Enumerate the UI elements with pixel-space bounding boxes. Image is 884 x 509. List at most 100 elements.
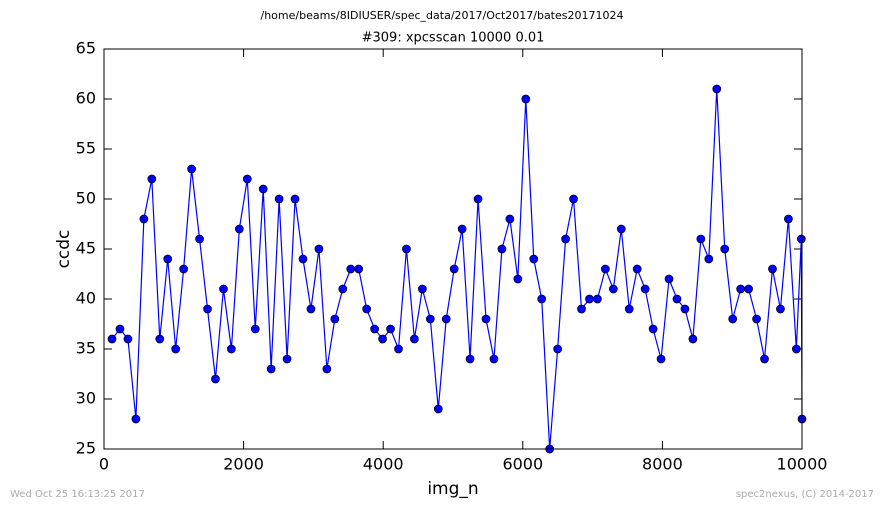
data-point	[776, 304, 785, 314]
data-point	[107, 334, 117, 344]
x-tick-label: 0	[99, 455, 109, 474]
data-point	[720, 244, 730, 254]
footer-left: Wed Oct 25 16:13:25 2017	[10, 489, 145, 500]
data-point	[744, 284, 753, 294]
data-point	[290, 194, 300, 204]
y-tick-label: 40	[76, 289, 96, 308]
data-point	[370, 324, 379, 334]
data-point	[608, 284, 618, 294]
data-point	[402, 244, 411, 254]
footer-right: spec2nexus, (C) 2014-2017	[736, 489, 874, 500]
data-point	[585, 294, 594, 304]
data-point	[298, 254, 308, 264]
data-point	[704, 254, 714, 264]
data-point	[497, 244, 507, 254]
data-point	[632, 264, 642, 274]
data-point	[425, 314, 435, 324]
x-tick-label: 6000	[502, 455, 543, 474]
x-tick-label: 10000	[777, 455, 828, 474]
data-point	[672, 294, 682, 304]
data-point	[394, 344, 403, 354]
x-tick-label: 8000	[642, 455, 683, 474]
data-point	[553, 344, 562, 354]
data-point	[648, 324, 658, 334]
data-point	[362, 304, 372, 314]
data-point	[123, 334, 133, 344]
data-point	[386, 324, 395, 334]
data-point	[784, 214, 793, 224]
data-point	[513, 274, 523, 284]
data-point	[752, 314, 761, 324]
data-point	[449, 264, 459, 274]
data-point	[791, 344, 801, 354]
y-tick-label: 60	[76, 89, 96, 108]
data-point	[139, 214, 149, 224]
data-point	[330, 314, 340, 324]
data-point	[529, 254, 539, 264]
data-point	[410, 334, 419, 344]
data-point	[227, 344, 236, 354]
data-point	[465, 354, 475, 364]
data-point	[760, 354, 769, 364]
data-point	[195, 234, 204, 244]
data-point	[250, 324, 260, 334]
data-point	[203, 304, 212, 314]
data-point	[473, 194, 483, 204]
y-tick-label: 45	[76, 239, 96, 258]
data-point	[664, 274, 674, 284]
data-point	[187, 164, 196, 174]
data-point	[258, 184, 268, 194]
data-point	[656, 354, 666, 364]
x-axis-label: img_n	[427, 479, 478, 499]
data-point	[171, 344, 181, 354]
data-point	[481, 314, 491, 324]
data-point	[712, 84, 722, 94]
data-point	[521, 94, 531, 104]
data-point	[306, 304, 316, 314]
suptitle: /home/beams/8IDIUSER/spec_data/2017/Oct2…	[261, 9, 624, 22]
y-tick-label: 25	[76, 439, 96, 458]
data-point	[593, 294, 602, 304]
data-point	[354, 264, 364, 274]
data-point	[219, 284, 228, 294]
y-tick-label: 55	[76, 139, 96, 158]
data-point	[569, 194, 578, 204]
data-point	[796, 234, 806, 244]
y-axis-label: ccdc	[54, 230, 74, 269]
plot-frame	[103, 48, 803, 450]
data-point	[616, 224, 626, 234]
data-point	[274, 194, 284, 204]
data-point	[696, 234, 706, 244]
data-point	[163, 254, 173, 264]
data-point	[441, 314, 451, 324]
data-point	[768, 264, 777, 274]
data-point	[242, 174, 252, 184]
data-point	[115, 324, 125, 334]
data-point	[505, 214, 515, 224]
y-tick-label: 30	[76, 389, 96, 408]
chart-title: #309: xpcsscan 10000 0.01	[362, 31, 545, 46]
data-point	[155, 334, 165, 344]
data-point	[728, 314, 738, 324]
data-point	[489, 354, 499, 364]
data-point	[147, 174, 157, 184]
data-point	[640, 284, 650, 294]
data-point	[346, 264, 356, 274]
data-point	[537, 294, 547, 304]
data-point	[561, 234, 570, 244]
data-point	[601, 264, 610, 274]
data-point	[577, 304, 586, 314]
data-point	[338, 284, 348, 294]
data-point	[179, 264, 188, 274]
data-point	[736, 284, 745, 294]
y-tick-label: 35	[76, 339, 96, 358]
data-point	[266, 364, 276, 374]
data-point	[418, 284, 427, 294]
data-point	[131, 414, 141, 424]
data-point	[688, 334, 698, 344]
y-tick-label: 50	[76, 189, 96, 208]
x-tick-label: 2000	[223, 455, 264, 474]
data-point	[457, 224, 467, 234]
data-point	[433, 404, 443, 414]
